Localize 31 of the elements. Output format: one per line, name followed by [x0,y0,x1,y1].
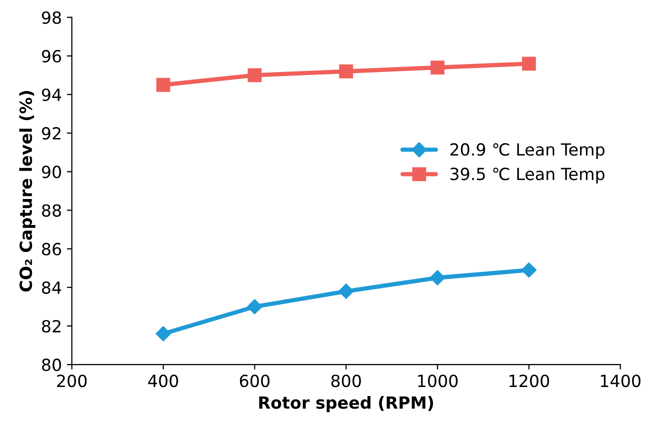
point [338,284,354,299]
y-tick-label: 84 [42,281,62,294]
legend-label: 39.5 ℃ Lean Temp [450,168,604,184]
y-tick-label: 82 [42,320,60,333]
point [339,64,354,78]
y-tick-label: 90 [42,166,61,178]
point [430,60,444,74]
x-tick-label: 200 [57,374,87,388]
y-tick-label: 94 [42,88,62,102]
x-tick-label: 400 [148,374,178,388]
point [522,56,536,71]
point [156,78,170,92]
y-axis-title: CO₂ Capture level (%) [19,91,36,292]
y-tick-label: 96 [42,50,62,63]
point [248,68,262,82]
y-tick-label: 80 [42,358,61,372]
point [247,299,262,314]
x-tick-label: 800 [331,374,361,388]
x-axis-title: Rotor speed (RPM) [259,396,434,412]
legend-label: 20.9 ℃ Lean Temp [450,143,604,160]
x-tick-label: 1400 [600,374,640,388]
x-tick-label: 1000 [418,374,458,388]
y-tick-label: 98 [42,11,61,24]
point [156,326,171,342]
y-tick-label: 86 [42,242,62,256]
y-tick-label: 92 [42,127,60,140]
x-tick-label: 1200 [510,374,550,388]
point [521,262,536,278]
x-tick-label: 600 [240,374,270,388]
y-tick-label: 88 [42,204,61,217]
point [430,270,446,286]
